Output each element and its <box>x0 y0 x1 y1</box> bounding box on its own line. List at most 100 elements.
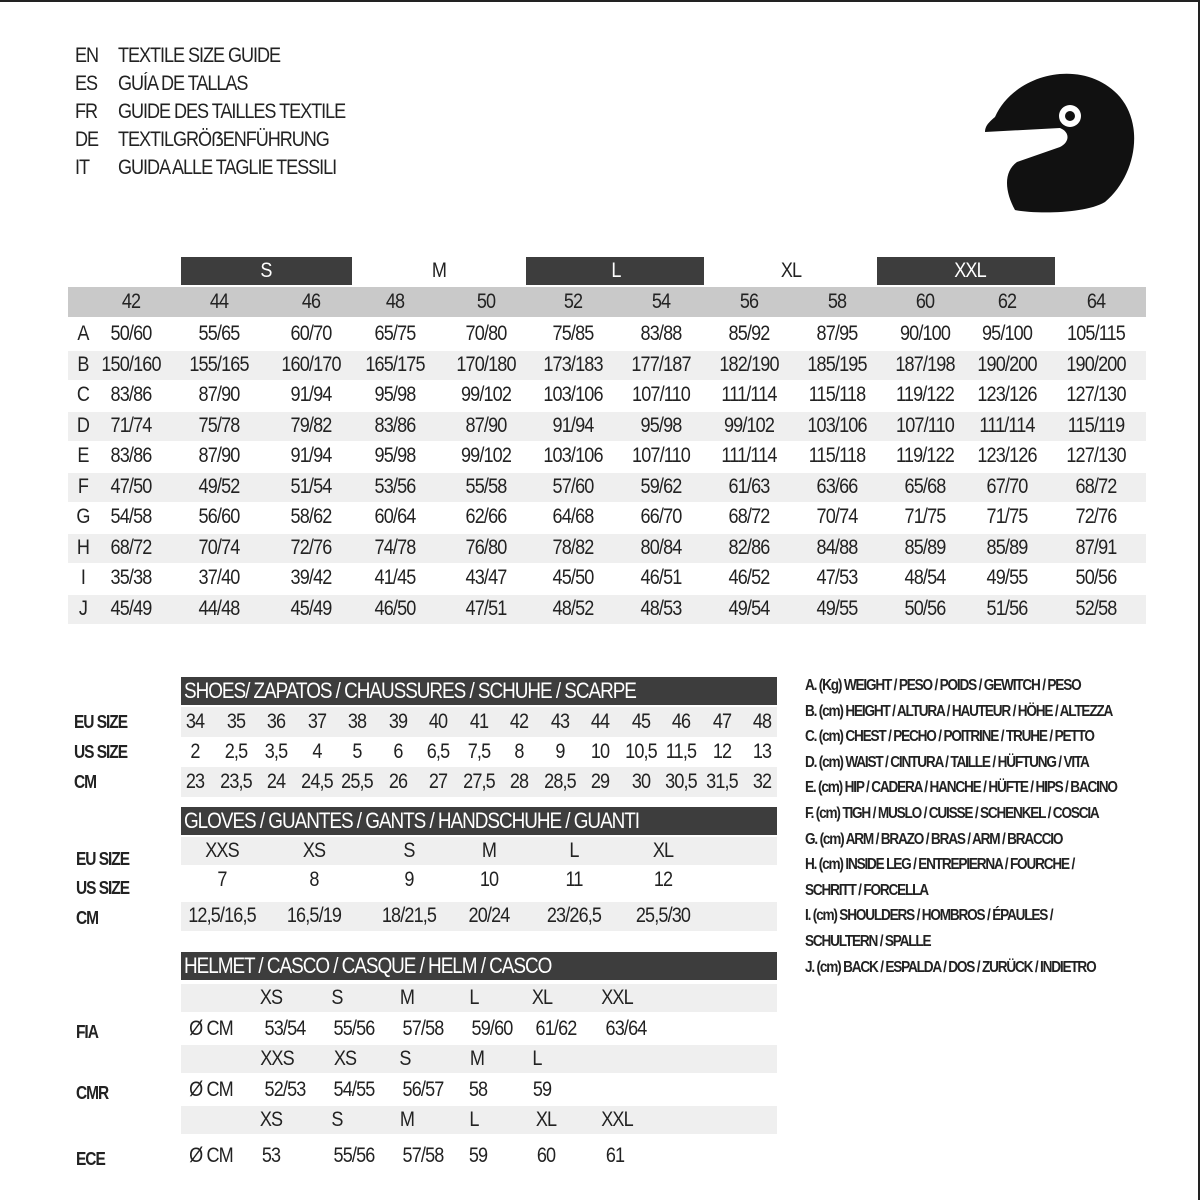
table-cell: 155/165 <box>189 352 249 376</box>
table-cell: 82/86 <box>728 535 771 559</box>
table-cell: 59/62 <box>640 474 683 498</box>
shoes-row-shade <box>181 707 777 737</box>
shoes-row-label: CM <box>74 772 97 792</box>
shoes-cell: 38 <box>347 710 367 733</box>
table-cell: 90/100 <box>899 322 951 345</box>
eu-size-header: 62 <box>997 290 1017 313</box>
table-cell: 119/122 <box>896 444 955 467</box>
gloves-cell: 8 <box>309 868 319 891</box>
table-cell: 51/56 <box>986 596 1029 620</box>
shoes-cell: 2 <box>190 740 200 763</box>
table-cell: 53/56 <box>374 474 417 498</box>
table-cell: 50/56 <box>904 596 947 620</box>
helmet-icon <box>985 73 1135 213</box>
shoes-cell: 47 <box>712 710 731 733</box>
gloves-row-label: US SIZE <box>76 878 130 898</box>
legend-line: G. (cm) ARM / BRAZO / BRAS / ARM / BRACC… <box>805 830 1063 848</box>
helmet-cell: 55/56 <box>333 1144 376 1167</box>
helmet-cell: 55/56 <box>333 1017 376 1040</box>
table-cell: 103/106 <box>543 383 603 406</box>
eu-size-header: 56 <box>739 290 759 313</box>
table-cell: 83/86 <box>110 383 153 406</box>
shoes-cell: 23,5 <box>219 770 253 793</box>
gloves-cell: XL <box>652 839 674 862</box>
legend-line: F. (cm) TIGH / MUSLO / CUISSE / SCHENKEL… <box>805 805 1100 822</box>
gloves-cell: 7 <box>217 868 227 891</box>
shoes-cell: 48 <box>752 710 772 733</box>
helmet-cell: 60 <box>536 1144 556 1167</box>
legend-line: E. (cm) HIP / CADERA / HANCHE / HÜFTE / … <box>805 779 1118 797</box>
helmet-size: XL <box>535 1108 557 1131</box>
helmet-size: XXL <box>601 1108 633 1131</box>
shoes-cell: 5 <box>352 740 362 763</box>
table-cell: 85/89 <box>986 535 1029 559</box>
legend-line: SCHRITT / FORCELLA <box>805 881 929 899</box>
table-cell: 95/98 <box>374 383 417 406</box>
eu-size-header: 46 <box>301 290 321 313</box>
table-cell: 37/40 <box>198 566 241 589</box>
table-cell: 48/53 <box>640 596 683 620</box>
eu-size-header: 54 <box>651 290 671 313</box>
helmet-cell: 54/55 <box>333 1078 376 1101</box>
shoes-cell: 30 <box>631 770 650 793</box>
helmet-unit: Ø CM <box>189 1078 234 1101</box>
table-cell: 111/114 <box>721 383 777 406</box>
gloves-cell: 20/24 <box>468 904 511 927</box>
table-cell: 123/126 <box>977 383 1037 406</box>
title-lang-code: ES <box>75 72 98 95</box>
shoes-cell: 43 <box>550 710 569 733</box>
table-cell: 107/110 <box>632 444 691 467</box>
table-cell: 52/58 <box>1075 596 1118 620</box>
table-cell: 46/51 <box>640 566 683 589</box>
gloves-cell: XXS <box>205 839 239 862</box>
helmet-size: L <box>469 1108 479 1131</box>
table-cell: 170/180 <box>456 352 516 376</box>
table-cell: 47/51 <box>465 596 508 620</box>
gloves-cell: 25,5/30 <box>635 904 691 927</box>
shoes-row-label: US SIZE <box>74 742 128 762</box>
helmet-size: M <box>399 986 415 1009</box>
table-row-shade <box>68 411 1146 441</box>
table-cell: 60/64 <box>374 505 417 528</box>
table-cell: 190/200 <box>977 352 1037 376</box>
table-cell: 72/76 <box>290 535 333 559</box>
helmet-size: XXS <box>260 1047 294 1070</box>
table-cell: 78/82 <box>552 535 595 559</box>
table-cell: 87/90 <box>465 413 508 437</box>
table-cell: 55/58 <box>465 474 508 498</box>
table-cell: 68/72 <box>1075 474 1118 498</box>
helmet-standard-label: ECE <box>76 1149 106 1169</box>
gloves-row-label: EU SIZE <box>76 849 130 869</box>
table-cell: 55/65 <box>198 322 241 345</box>
eu-size-header: 42 <box>121 290 141 313</box>
title-lang-code: EN <box>75 44 99 67</box>
shoes-title: SHOES/ ZAPATOS / CHAUSSURES / SCHUHE / S… <box>184 678 637 703</box>
helmet-unit: Ø CM <box>189 1144 234 1167</box>
helmet-size: S <box>399 1047 411 1070</box>
table-cell: 80/84 <box>640 535 683 559</box>
title-text: GUIDA ALLE TAGLIE TESSILI <box>118 156 337 179</box>
helmet-cell: 57/58 <box>402 1017 445 1040</box>
table-cell: 95/98 <box>374 444 417 467</box>
table-cell: 79/82 <box>290 413 333 437</box>
shoes-cell: 40 <box>428 710 448 733</box>
shoes-cell: 8 <box>514 740 524 763</box>
shoes-cell: 9 <box>554 740 565 763</box>
table-row-shade <box>68 533 1146 563</box>
eu-size-header: 64 <box>1086 290 1106 313</box>
shoes-row-label: EU SIZE <box>74 712 128 732</box>
gloves-cell: L <box>569 839 579 862</box>
table-cell: 62/66 <box>465 505 508 528</box>
table-cell: 70/74 <box>198 535 241 559</box>
table-cell: 47/50 <box>110 474 153 498</box>
gloves-title: GLOVES / GUANTES / GANTS / HANDSCHUHE / … <box>184 808 640 833</box>
legend-line: I. (cm) SHOULDERS / HOMBROS / ÉPAULES / <box>805 907 1053 925</box>
size-group-label: M <box>431 259 447 282</box>
table-cell: 74/78 <box>374 535 417 559</box>
table-cell: 65/68 <box>904 474 947 498</box>
table-cell: 187/198 <box>895 352 955 376</box>
table-cell: 63/66 <box>816 474 859 498</box>
table-row-shade <box>68 472 1146 502</box>
shoes-header-band <box>181 677 777 705</box>
